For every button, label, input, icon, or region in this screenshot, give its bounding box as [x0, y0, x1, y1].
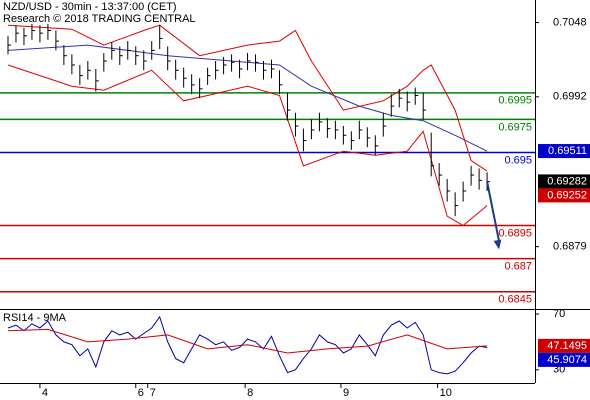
overlay-line	[7, 24, 488, 172]
y-tick-label: 0.6879	[553, 241, 587, 253]
level-label: 0.6845	[498, 294, 532, 306]
price-tag	[538, 338, 590, 353]
level-label: 0.6995	[498, 95, 532, 107]
overlay-line	[7, 64, 488, 227]
x-tick-label: 9	[343, 387, 349, 399]
forecast-arrow	[486, 181, 501, 242]
x-tick-label: 8	[247, 387, 253, 399]
rsi-ma-line	[7, 328, 488, 354]
arrow-head	[493, 239, 502, 250]
price-tag	[538, 144, 590, 159]
rsi-title: RSI14 - 9MA	[3, 312, 67, 324]
level-label: 0.687	[504, 261, 532, 273]
level-label: 0.6895	[498, 227, 532, 239]
rsi-y-tick-label: 70	[553, 308, 565, 320]
x-tick-label: 4	[42, 387, 48, 399]
level-label: 0.695	[504, 154, 532, 166]
x-tick-label: 6	[138, 387, 144, 399]
price-tag-label: 45.9074	[547, 354, 587, 366]
chart-title: NZD/USD - 30min - 13:37:00 (CET)	[3, 1, 177, 13]
price-tag-label: 47.1495	[547, 340, 587, 352]
price-tag	[538, 174, 590, 189]
price-tag	[538, 352, 590, 367]
price-tag-label: 0.69252	[547, 189, 587, 201]
price-tag-label: 0.69511	[548, 145, 587, 157]
x-tick-label: 7	[150, 387, 156, 399]
price-tag	[538, 188, 590, 203]
y-tick-label: 0.6992	[553, 91, 587, 103]
y-tick-label: 0.7048	[553, 16, 587, 28]
chart-subtitle: Research © 2018 TRADING CENTRAL	[3, 13, 196, 25]
price-tag-label: 0.69282	[547, 175, 587, 187]
overlay-line	[7, 44, 488, 152]
level-label: 0.6975	[498, 121, 532, 133]
x-tick-label: 10	[440, 387, 452, 399]
rsi-line	[7, 315, 488, 375]
